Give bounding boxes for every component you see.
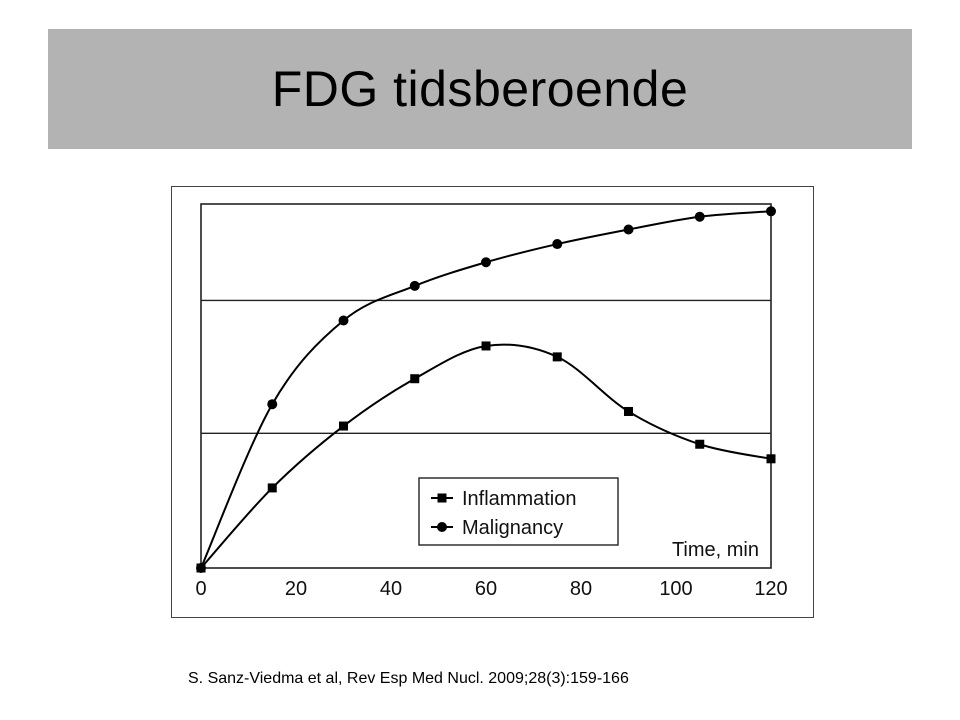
malignancy-point-30 bbox=[338, 315, 349, 326]
malignancy-point-75 bbox=[552, 239, 563, 250]
inflammation-point-75 bbox=[552, 352, 562, 362]
malignancy-point-0 bbox=[196, 563, 206, 573]
title-bar: FDG tidsberoende bbox=[48, 29, 912, 149]
malignancy-point-105 bbox=[694, 211, 705, 222]
legend-label-malignancy: Malignancy bbox=[462, 517, 563, 539]
inflammation-point-105 bbox=[695, 439, 705, 449]
citation-caption: S. Sanz-Viedma et al, Rev Esp Med Nucl. … bbox=[188, 670, 629, 687]
legend-label-inflammation: Inflammation bbox=[462, 488, 577, 510]
x-tick-label-0: 0 bbox=[195, 578, 206, 600]
malignancy-point-90 bbox=[623, 224, 634, 235]
malignancy-point-120 bbox=[766, 206, 776, 217]
x-tick-label-120: 120 bbox=[754, 578, 787, 600]
legend-box bbox=[418, 477, 619, 546]
legend-marker-inflammation bbox=[437, 493, 447, 503]
malignancy-point-45 bbox=[409, 280, 420, 291]
inflammation-point-120 bbox=[766, 454, 776, 464]
legend-marker-malignancy bbox=[437, 522, 447, 532]
x-tick-label-20: 20 bbox=[285, 578, 307, 600]
x-tick-label-60: 60 bbox=[475, 578, 497, 600]
malignancy-point-15 bbox=[267, 399, 278, 410]
inflammation-point-15 bbox=[267, 483, 277, 493]
malignancy-point-60 bbox=[481, 257, 491, 268]
x-axis-label: Time, min bbox=[672, 539, 759, 561]
fdg-time-chart: 0 20 40 60 80 100 120 Time, min Inflammation Mali… bbox=[195, 203, 788, 600]
x-tick-label-40: 40 bbox=[380, 578, 402, 600]
plot-area-border bbox=[200, 203, 772, 569]
inflammation-point-90 bbox=[624, 406, 633, 416]
chart-frame: 0 20 40 60 80 100 120 Time, min Inflammation Mali… bbox=[171, 186, 814, 618]
inflammation-point-60 bbox=[481, 341, 491, 351]
x-tick-label-100: 100 bbox=[659, 578, 692, 600]
x-tick-label-80: 80 bbox=[570, 578, 592, 600]
inflammation-point-30 bbox=[339, 421, 348, 431]
slide-title: FDG tidsberoende bbox=[271, 61, 689, 117]
inflammation-point-45 bbox=[410, 374, 420, 384]
